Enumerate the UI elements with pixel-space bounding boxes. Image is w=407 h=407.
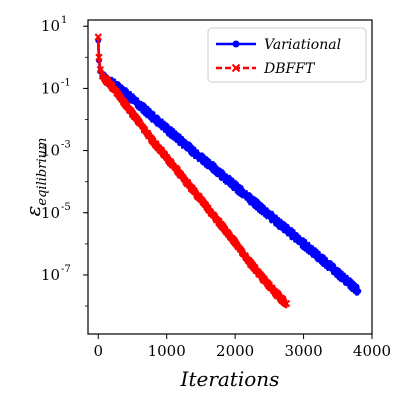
y-axis-title-subscript: eqilibrium — [35, 138, 50, 206]
series-dbfft — [94, 33, 291, 309]
data-point — [94, 33, 102, 41]
data-point — [282, 299, 291, 308]
data-point — [231, 238, 239, 247]
data-point — [272, 289, 280, 298]
data-point — [95, 53, 103, 62]
y-tick-label-exponent: -1 — [61, 77, 71, 88]
data-point — [108, 82, 116, 90]
data-point — [162, 153, 171, 162]
y-tick-label: 10 — [41, 204, 60, 222]
data-point — [204, 204, 212, 212]
axes-frame — [87, 19, 373, 335]
legend-label: Variational — [264, 37, 341, 53]
y-tick-label-exponent: -5 — [61, 202, 71, 213]
x-axis-title: Iterations — [180, 367, 280, 391]
data-point — [122, 90, 129, 97]
data-point — [190, 187, 198, 195]
data-point — [176, 170, 185, 179]
y-tick-label-exponent: -7 — [61, 264, 71, 275]
y-tick-label: 10 — [41, 266, 60, 284]
legend-marker — [232, 40, 240, 48]
x-tick-label: 3000 — [284, 342, 322, 360]
data-point — [135, 118, 144, 127]
data-point — [327, 263, 334, 270]
data-point — [217, 221, 226, 229]
y-tick-label-exponent: -3 — [61, 140, 71, 151]
y-tick-label-exponent: 1 — [61, 15, 67, 26]
data-point — [191, 148, 198, 155]
data-point — [149, 137, 157, 145]
data-point — [150, 114, 157, 121]
data-point — [121, 100, 130, 109]
y-tick-label: 10 — [41, 142, 60, 160]
y-axis-title: εeqilibrium — [21, 138, 50, 217]
data-point — [245, 194, 252, 201]
series-layer — [94, 33, 362, 309]
legend-marker — [231, 63, 241, 73]
x-tick-label: 2000 — [216, 342, 254, 360]
axis-titles: Iterations εeqilibrium — [21, 138, 279, 391]
data-point — [258, 274, 267, 282]
data-point — [218, 171, 225, 178]
data-point — [101, 75, 109, 83]
data-point — [245, 257, 253, 265]
data-point — [273, 217, 280, 224]
legend: Variational DBFFT — [207, 27, 367, 83]
data-point — [163, 125, 170, 132]
y-tick-label: 10 — [41, 79, 60, 97]
x-tick-label: 4000 — [353, 342, 391, 360]
x-tick-label: 0 — [93, 342, 103, 360]
legend-item-dbfft: DBFFT — [216, 61, 316, 77]
x-tick-label: 1000 — [148, 342, 186, 360]
legend-label: DBFFT — [263, 61, 316, 77]
data-point — [96, 65, 105, 74]
y-tick-label: 10 — [41, 17, 60, 35]
data-point — [136, 101, 143, 108]
data-point — [300, 240, 307, 247]
legend-item-variational: Variational — [216, 37, 341, 53]
data-point — [355, 288, 362, 295]
